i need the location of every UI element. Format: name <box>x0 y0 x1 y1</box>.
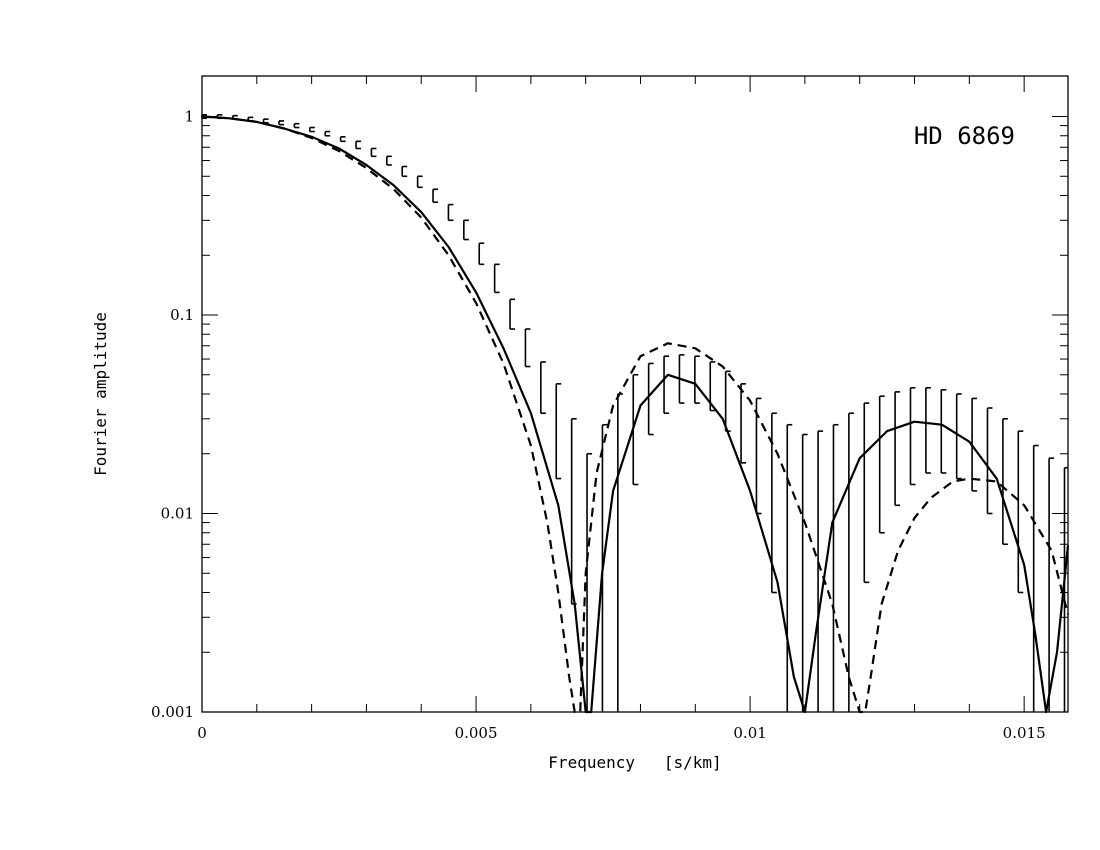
x-axis-label: Frequency [s/km] <box>548 753 721 772</box>
x-tick-label: 0.015 <box>1003 724 1046 742</box>
y-tick-label: 0.01 <box>161 505 194 523</box>
x-tick-label: 0 <box>197 724 207 742</box>
y-tick-label: 0.1 <box>170 306 194 324</box>
y-tick-label: 1 <box>184 108 194 126</box>
model-curves <box>201 115 1070 714</box>
x-tick-label: 0.005 <box>455 724 498 742</box>
y-axis-label: Fourier amplitude <box>91 312 110 476</box>
solid-model-curve <box>201 115 1070 714</box>
tick-labels: 0 0.005 0.01 0.015 0.001 0.01 0.1 1 <box>151 108 1046 742</box>
x-tick-label: 0.01 <box>733 724 766 742</box>
plot-frame <box>201 75 1069 713</box>
axis-ticks <box>201 76 1068 713</box>
error-bars <box>201 114 1068 712</box>
dashed-model-curve <box>201 115 1070 714</box>
star-label: HD 6869 <box>914 122 1015 150</box>
y-tick-label: 0.001 <box>151 703 194 721</box>
